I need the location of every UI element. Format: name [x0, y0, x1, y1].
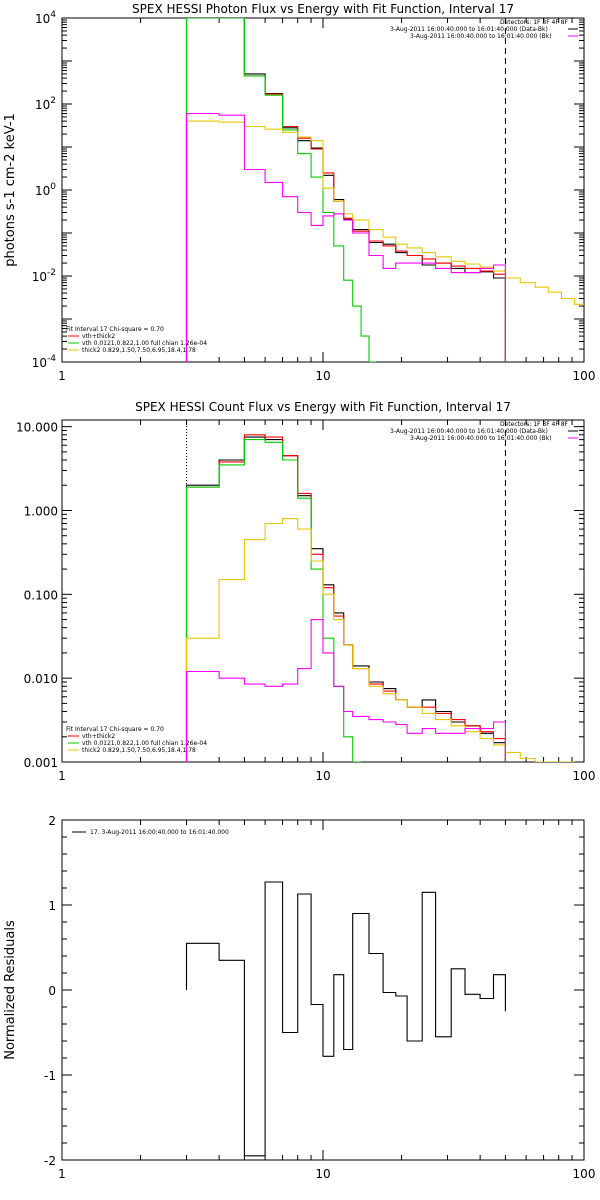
y-tick-label: 10.000 [16, 421, 58, 435]
series-group [185, 18, 584, 362]
y-axis-label: photons s-1 cm-2 keV-1 [3, 113, 18, 267]
fit-legend-entry: Fit Interval 17 Chi-square = 0.70 [66, 326, 164, 333]
legend-entry: 17. 3-Aug-2011 16:00:40.000 to 16:01:40.… [90, 829, 229, 836]
y-tick-label: -2 [44, 1154, 56, 1168]
y-tick-label: 10-4 [32, 354, 57, 370]
series-line-4 [185, 120, 584, 362]
y-tick-label: 0.001 [24, 756, 58, 770]
y-tick-label: 2 [48, 814, 56, 828]
fit-legend-entry: vth+thick2 [82, 733, 115, 740]
legend: 17. 3-Aug-2011 16:00:40.000 to 16:01:40.… [72, 829, 229, 836]
chart-panel-2: SPEX HESSI Count Flux vs Energy with Fit… [16, 400, 595, 783]
x-axis: 1 10 100 [58, 18, 595, 383]
series-line-3 [185, 18, 377, 362]
y-tick-label: 1.000 [24, 504, 58, 518]
series-line-5 [185, 112, 506, 362]
legend-entry: Detectors: 1F 3F 4F 8F [500, 421, 569, 428]
series-group [185, 434, 575, 762]
fit-legend-entry: thick2 0.829,1.50,7.50,6.95,18.4,1.78 [82, 347, 196, 354]
chart-title: SPEX HESSI Count Flux vs Energy with Fit… [135, 400, 511, 414]
y-axis: 10-4 10-2 100 102 104 [32, 10, 584, 370]
series-line-1 [185, 18, 506, 362]
fit-legend: Fit Interval 17 Chi-square = 0.70vth+thi… [66, 326, 207, 354]
fit-legend-entry: Fit Interval 17 Chi-square = 0.70 [66, 726, 164, 733]
legend-entry: 3-Aug-2011 16:00:40.000 to 16:01:40.000 … [410, 435, 552, 442]
y-tick-label: 0.010 [24, 672, 58, 686]
fit-legend-entry: vth 0.0121,0.822,1.00 full chian 1.26e-0… [82, 740, 207, 747]
x-tick-label: 1 [58, 769, 66, 783]
y-tick-label: 100 [35, 182, 56, 198]
legend: Detectors: 1F 3F 4F 8F3-Aug-2011 16:00:4… [390, 421, 578, 442]
series-line-1 [185, 881, 506, 1157]
series-line-4 [185, 518, 575, 762]
x-tick-label: 100 [573, 369, 596, 383]
y-tick-label: -1 [44, 1069, 56, 1083]
legend-entry: Detectors: 1F 3F 4F 8F [500, 19, 569, 26]
chart-title: SPEX HESSI Photon Flux vs Energy with Fi… [132, 2, 514, 16]
x-tick-label: 100 [573, 1167, 596, 1181]
legend: Detectors: 1F 3F 4F 8F3-Aug-2011 16:00:4… [390, 19, 578, 40]
series-line-1 [185, 436, 506, 762]
series-line-2 [185, 434, 506, 762]
y-axis: 10.000 1.000 0.100 0.010 0.001 [16, 421, 584, 770]
x-tick-label: 10 [315, 1167, 330, 1181]
y-axis: 2 1 0 -1 -2 [44, 814, 584, 1168]
series-line-3 [185, 439, 362, 762]
legend-entry: 3-Aug-2011 16:00:40.000 to 16:01:40.000 … [390, 26, 548, 33]
x-axis: 1 10 100 [58, 820, 595, 1181]
series-line-5 [185, 619, 506, 762]
legend-entry: 3-Aug-2011 16:00:40.000 to 16:01:40.000 … [390, 428, 548, 435]
x-tick-label: 10 [315, 369, 330, 383]
y-axis-label: Normalized Residuals [3, 920, 18, 1060]
y-tick-label: 0.100 [24, 588, 58, 602]
chart-panel-1: SPEX HESSI Photon Flux vs Energy with Fi… [3, 2, 595, 383]
y-tick-label: 1 [48, 899, 56, 913]
y-tick-label: 10-2 [32, 268, 56, 284]
x-tick-label: 1 [58, 369, 66, 383]
series-group [185, 881, 506, 1157]
y-tick-label: 102 [35, 96, 56, 112]
y-tick-label: 104 [35, 10, 56, 26]
series-line-2 [185, 18, 506, 362]
x-tick-label: 1 [58, 1167, 66, 1181]
x-tick-label: 10 [315, 769, 330, 783]
x-tick-label: 100 [573, 769, 596, 783]
legend-entry: 3-Aug-2011 16:00:40.000 to 16:01:40.000 … [410, 33, 552, 40]
y-tick-label: 0 [48, 984, 56, 998]
fit-legend-entry: vth 0.0121,0.822,1.00 full chian 1.26e-0… [82, 340, 207, 347]
fit-legend-entry: vth+thick2 [82, 333, 115, 340]
fit-legend: Fit Interval 17 Chi-square = 0.70vth+thi… [66, 726, 207, 754]
fit-legend-entry: thick2 0.829,1.50,7.50,6.95,18.4,1.78 [82, 747, 196, 754]
